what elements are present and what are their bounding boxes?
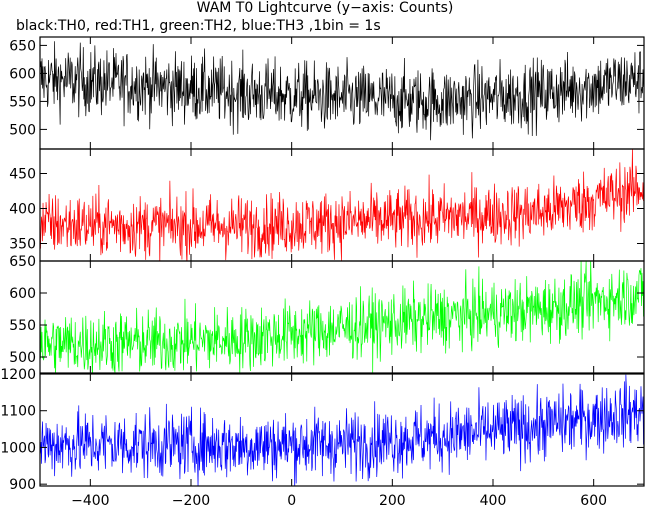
series-line-th1	[40, 149, 644, 261]
y-tick-label: 1200	[0, 367, 36, 383]
y-tick-label: 900	[9, 477, 36, 493]
x-tick-label: −400	[71, 493, 109, 505]
y-tick-label: 500	[9, 122, 36, 138]
x-tick-label: 0	[287, 493, 296, 505]
chart-subtitle: black:TH0, red:TH1, green:TH2, blue:TH3 …	[16, 18, 381, 34]
y-tick-label: 400	[9, 202, 36, 218]
y-tick-label: 650	[9, 38, 36, 54]
y-tick-label: 550	[9, 318, 36, 334]
y-tick-label: 500	[9, 350, 36, 366]
y-tick-label: 550	[9, 94, 36, 110]
y-tick-label: 600	[9, 66, 36, 82]
x-tick-label: 600	[580, 493, 607, 505]
x-tick-label: 200	[379, 493, 406, 505]
x-tick-label: −200	[172, 493, 210, 505]
chart-title: WAM T0 Lightcurve (y−axis: Counts)	[196, 0, 454, 16]
panel-frame-th3	[39, 373, 645, 487]
series-line-th3	[40, 374, 644, 486]
y-tick-label: 1100	[0, 404, 36, 420]
series-line-th2	[40, 261, 644, 373]
series-line-th0	[40, 41, 644, 141]
x-tick-label: 400	[480, 493, 507, 505]
y-tick-label: 650	[9, 254, 36, 270]
y-tick-label: 600	[9, 286, 36, 302]
panel-frame-th2	[39, 260, 645, 374]
y-tick-label: 450	[9, 167, 36, 183]
y-tick-label: 350	[9, 237, 36, 253]
y-tick-label: 1000	[0, 440, 36, 456]
